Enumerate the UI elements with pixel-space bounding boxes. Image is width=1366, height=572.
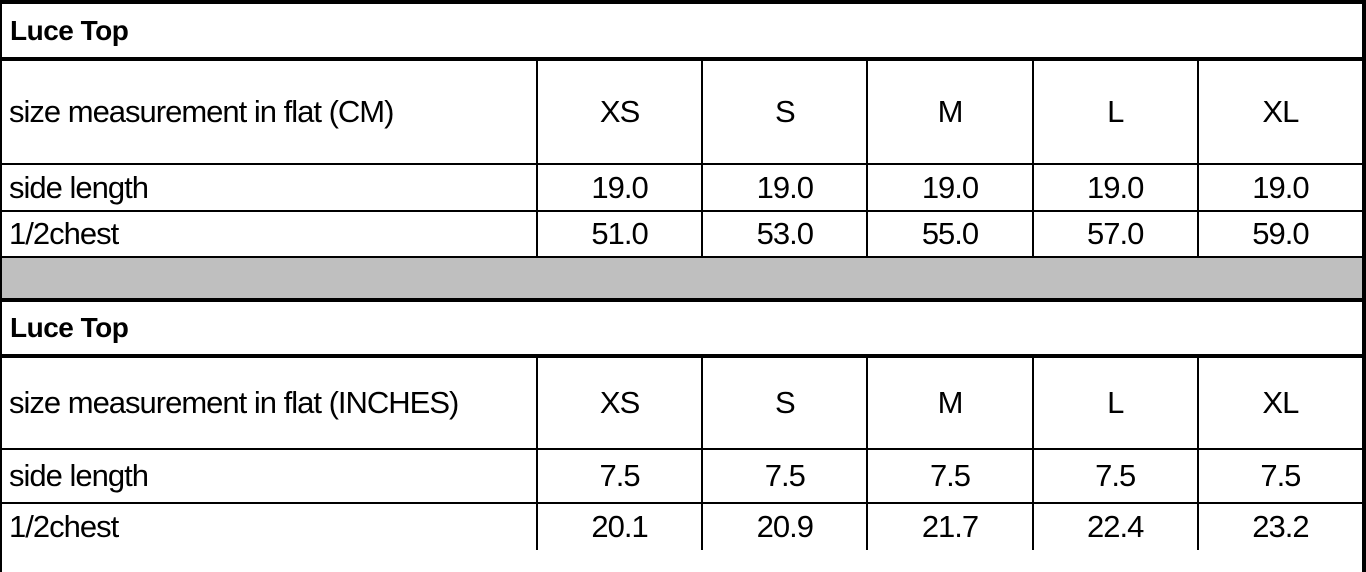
size-col-header-l: L bbox=[1031, 358, 1197, 448]
value-cell: 19.0 bbox=[1031, 165, 1197, 210]
cm-size-table: Luce Top size measurement in flat (CM) X… bbox=[2, 4, 1362, 258]
row-label: 1/2chest bbox=[9, 509, 119, 544]
table-row: side length 19.0 19.0 19.0 19.0 19.0 bbox=[2, 165, 1362, 212]
inches-size-table: Luce Top size measurement in flat (INCHE… bbox=[2, 302, 1362, 550]
size-col-header-m: M bbox=[866, 358, 1031, 448]
measure-unit-header: size measurement in flat (INCHES) bbox=[9, 385, 459, 420]
value-cell: 53.0 bbox=[701, 212, 866, 256]
row-label: 1/2chest bbox=[9, 216, 119, 251]
sheet-title: Luce Top bbox=[10, 14, 129, 46]
value-cell: 19.0 bbox=[536, 165, 701, 210]
table-title-row: Luce Top bbox=[2, 302, 1362, 358]
value-cell: 59.0 bbox=[1196, 212, 1362, 256]
value-cell: 20.1 bbox=[536, 504, 701, 550]
row-label: side length bbox=[9, 169, 149, 205]
value-cell: 55.0 bbox=[866, 212, 1031, 256]
separator-bar bbox=[2, 258, 1362, 302]
table-row: 1/2chest 51.0 53.0 55.0 57.0 59.0 bbox=[2, 212, 1362, 258]
value-cell: 19.0 bbox=[701, 165, 866, 210]
size-col-header-l: L bbox=[1031, 61, 1197, 163]
size-col-header-m: M bbox=[866, 61, 1031, 163]
size-col-header-xl: XL bbox=[1196, 61, 1362, 163]
value-cell: 57.0 bbox=[1031, 212, 1197, 256]
table-row: 1/2chest 20.1 20.9 21.7 22.4 23.2 bbox=[2, 504, 1362, 550]
table-title-row: Luce Top bbox=[2, 4, 1362, 61]
value-cell: 51.0 bbox=[536, 212, 701, 256]
measure-unit-header: size measurement in flat (CM) bbox=[9, 94, 394, 129]
table-row: side length 7.5 7.5 7.5 7.5 7.5 bbox=[2, 450, 1362, 504]
value-cell: 19.0 bbox=[1196, 165, 1362, 210]
size-col-header-s: S bbox=[701, 61, 866, 163]
value-cell: 7.5 bbox=[1031, 450, 1197, 502]
header-row: size measurement in flat (INCHES) XS S M… bbox=[2, 358, 1362, 450]
value-cell: 7.5 bbox=[866, 450, 1031, 502]
size-col-header-xs: XS bbox=[536, 61, 701, 163]
value-cell: 7.5 bbox=[536, 450, 701, 502]
value-cell: 7.5 bbox=[701, 450, 866, 502]
size-col-header-xl: XL bbox=[1196, 358, 1362, 448]
value-cell: 23.2 bbox=[1196, 504, 1362, 550]
value-cell: 22.4 bbox=[1031, 504, 1197, 550]
value-cell: 21.7 bbox=[866, 504, 1031, 550]
sheet-title: Luce Top bbox=[10, 312, 129, 343]
value-cell: 7.5 bbox=[1196, 450, 1362, 502]
header-row: size measurement in flat (CM) XS S M L X… bbox=[2, 61, 1362, 165]
row-label: side length bbox=[9, 458, 149, 493]
size-col-header-s: S bbox=[701, 358, 866, 448]
value-cell: 20.9 bbox=[701, 504, 866, 550]
size-col-header-xs: XS bbox=[536, 358, 701, 448]
value-cell: 19.0 bbox=[866, 165, 1031, 210]
